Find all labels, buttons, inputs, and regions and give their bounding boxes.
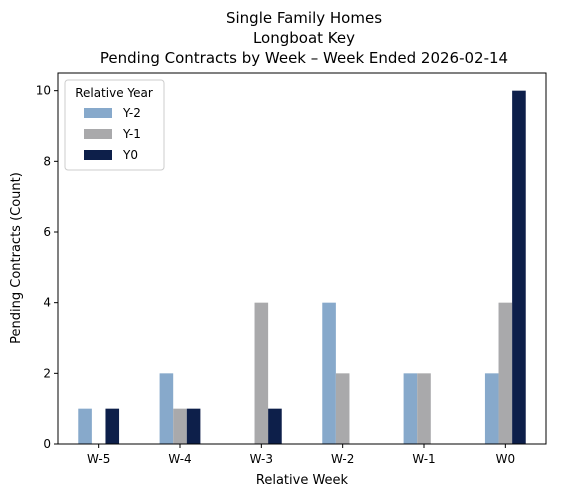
legend-swatch-y-1 — [84, 129, 112, 139]
x-tick-label: W-4 — [168, 452, 191, 466]
y-tick-label: 6 — [43, 225, 51, 239]
chart-title: Single Family Homes Longboat Key Pending… — [100, 9, 508, 67]
x-tick-label: W-2 — [331, 452, 354, 466]
x-axis-ticks: W-5 W-4 W-3 W-2 W-1 W0 — [87, 444, 515, 466]
y-tick-label: 0 — [43, 437, 51, 451]
chart-title-line-3: Pending Contracts by Week – Week Ended 2… — [100, 49, 508, 67]
y-tick-label: 4 — [43, 296, 51, 310]
y-tick-label: 2 — [43, 366, 51, 380]
legend-label-y0: Y0 — [122, 148, 138, 162]
bar-y-1-w-4 — [173, 408, 187, 444]
bar-y0-w-4 — [186, 408, 201, 444]
legend-items: Y-2 Y-1 Y0 — [84, 106, 141, 162]
bars — [78, 90, 526, 445]
y-axis-label: Pending Contracts (Count) — [9, 172, 24, 344]
bar-y0-w-3 — [268, 408, 282, 444]
x-axis-label: Relative Week — [256, 473, 349, 488]
x-tick-label: W-5 — [87, 452, 110, 466]
y-tick-label: 10 — [36, 84, 51, 98]
legend-label-y-2: Y-2 — [122, 106, 141, 120]
legend-title: Relative Year — [75, 86, 153, 100]
bar-y-2-w-2 — [322, 302, 336, 444]
legend: Relative Year Y-2 Y-1 Y0 — [64, 79, 165, 171]
plot-frame — [57, 72, 547, 445]
bar-y-1-w-3 — [254, 302, 269, 444]
legend-label-y-1: Y-1 — [122, 127, 141, 141]
legend-box — [64, 79, 165, 171]
legend-swatch-y0 — [84, 150, 112, 160]
y-axis-ticks: 0 2 4 6 8 10 — [36, 84, 58, 451]
legend-swatch-y-2 — [84, 108, 112, 118]
bar-y-1-w0 — [498, 302, 513, 444]
bar-y-2-w-1 — [403, 373, 418, 444]
y-tick-label: 8 — [43, 154, 51, 168]
bar-y0-w0 — [512, 90, 526, 445]
bar-y-1-w-2 — [335, 373, 350, 444]
bar-y-1-w-1 — [417, 373, 431, 444]
chart-title-line-1: Single Family Homes — [226, 9, 382, 27]
bar-y-2-w-4 — [159, 373, 174, 444]
x-tick-label: W-3 — [250, 452, 273, 466]
bar-y0-w-5 — [105, 408, 120, 444]
bar-y-2-w0 — [484, 373, 499, 444]
x-tick-label: W0 — [496, 452, 516, 466]
bar-y-2-w-5 — [78, 408, 92, 444]
x-tick-label: W-1 — [412, 452, 435, 466]
chart-title-line-2: Longboat Key — [253, 29, 355, 47]
